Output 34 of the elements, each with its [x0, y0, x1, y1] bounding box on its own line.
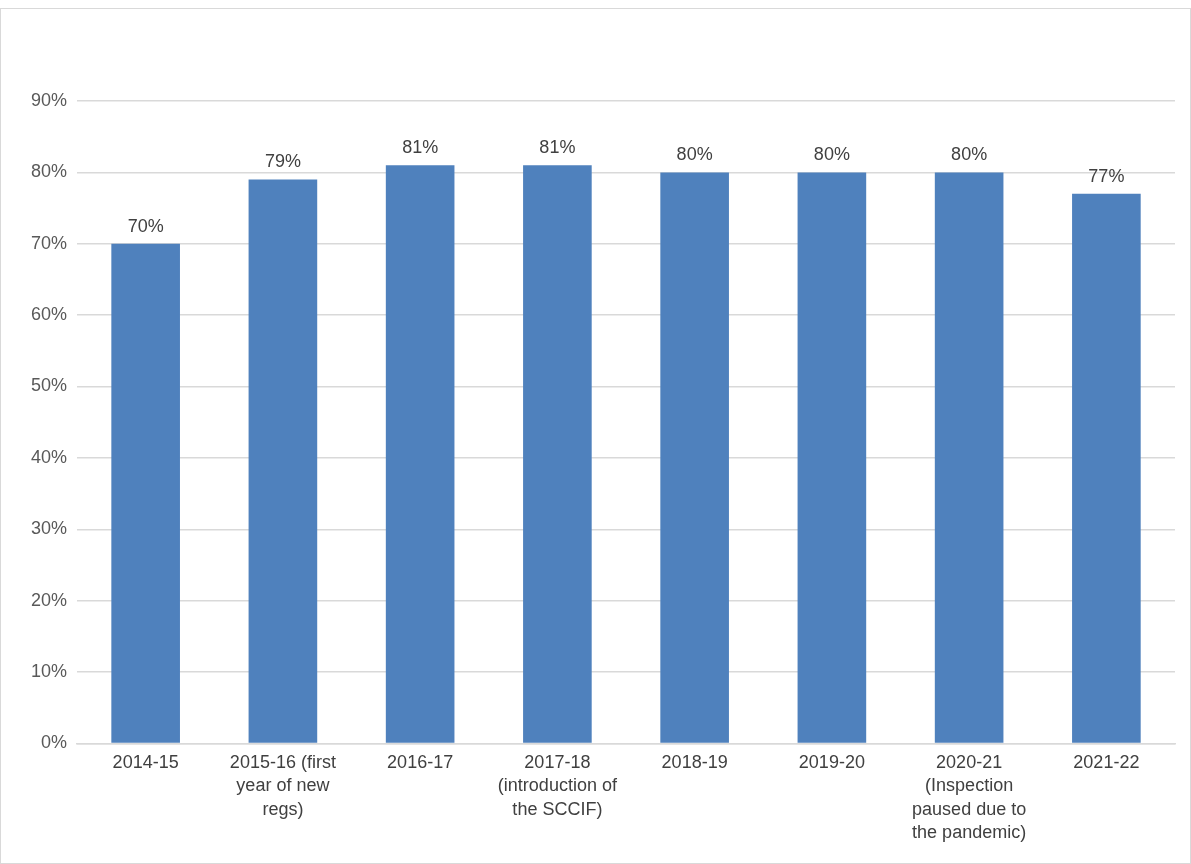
bar — [523, 165, 592, 743]
bar — [385, 165, 455, 743]
bar — [660, 172, 729, 743]
bar — [934, 172, 1004, 743]
y-tick-label: 20% — [31, 589, 68, 610]
data-label: 81% — [402, 137, 439, 158]
x-tick-label: 2014-15 — [112, 752, 179, 773]
y-tick-label: 50% — [31, 375, 68, 396]
data-label: 80% — [676, 144, 713, 165]
y-tick-label: 40% — [31, 446, 68, 467]
y-tick-label: 60% — [31, 304, 68, 325]
bar — [248, 179, 318, 743]
data-label: 80% — [951, 144, 988, 165]
bar — [111, 243, 180, 743]
y-tick-label: 70% — [31, 232, 68, 253]
bar — [797, 172, 867, 743]
x-tick-label: 2015-16 (first year of new regs) — [229, 752, 336, 819]
y-tick-label: 30% — [31, 518, 68, 539]
data-label: 77% — [1088, 165, 1125, 186]
bar — [1072, 193, 1141, 743]
data-label: 81% — [539, 137, 576, 158]
y-tick-label: 10% — [31, 660, 68, 681]
x-tick-label: 2018-19 — [661, 752, 728, 773]
data-label: 80% — [813, 144, 850, 165]
y-tick-label: 0% — [41, 732, 68, 753]
y-tick-label: 90% — [31, 89, 68, 110]
x-tick-label: 2017-18 (introduction of the SCCIF) — [497, 752, 618, 819]
x-tick-label: 2019-20 — [798, 752, 865, 773]
x-tick-label: 2016-17 — [387, 752, 454, 773]
data-label: 79% — [264, 151, 301, 172]
x-tick-label: 2021-22 — [1073, 752, 1140, 773]
y-tick-label: 80% — [31, 161, 68, 182]
data-label: 70% — [127, 215, 164, 236]
x-tick-label: 2020-21 (Inspection paused due to the pandemic) — [912, 752, 1027, 843]
